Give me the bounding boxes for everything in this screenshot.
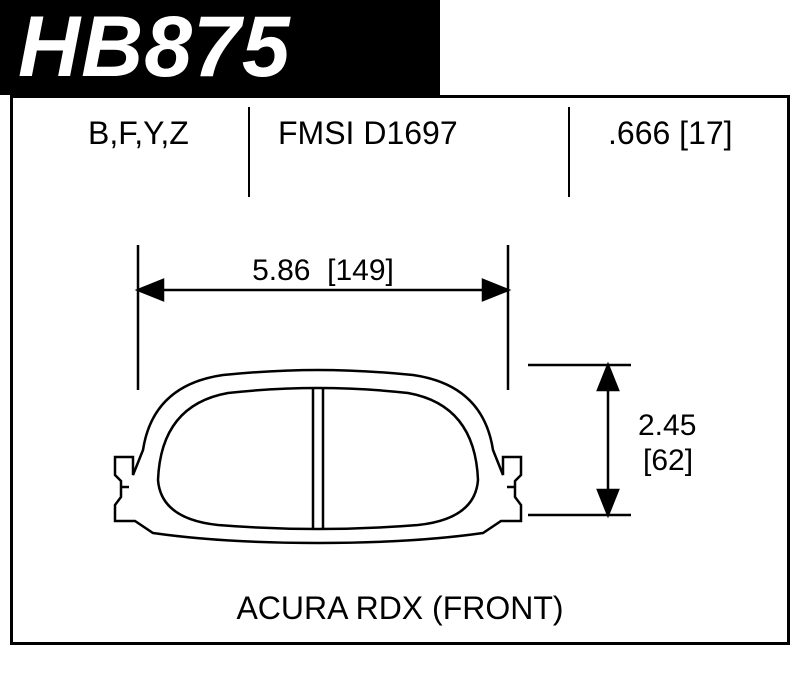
height-mm-text: [62] — [643, 444, 693, 477]
spec-fmsi: FMSI D1697 — [278, 115, 458, 152]
brake-pad-diagram: 5.86 [149] 2.45 [62] — [13, 225, 793, 605]
height-dimension — [528, 365, 631, 515]
spec-compounds: B,F,Y,Z — [88, 115, 189, 152]
spec-thickness: .666 [17] — [608, 115, 733, 152]
main-frame: B,F,Y,Z FMSI D1697 .666 [17] 5.86 [149] — [10, 95, 790, 645]
width-dim-text: 5.86 [149] — [252, 254, 394, 287]
header-bar: HB875 — [0, 0, 440, 95]
brake-pad-outline — [115, 370, 521, 543]
part-number: HB875 — [18, 0, 291, 97]
height-in-text: 2.45 — [638, 409, 696, 442]
spec-row: B,F,Y,Z FMSI D1697 .666 [17] — [13, 107, 787, 207]
product-label: ACURA RDX (FRONT) — [13, 590, 787, 627]
diagram-area: 5.86 [149] 2.45 [62] — [13, 225, 787, 605]
separator-2 — [568, 107, 570, 197]
separator-1 — [248, 107, 250, 197]
width-in: 5.86 — [252, 254, 310, 287]
width-mm: [149] — [327, 254, 394, 287]
